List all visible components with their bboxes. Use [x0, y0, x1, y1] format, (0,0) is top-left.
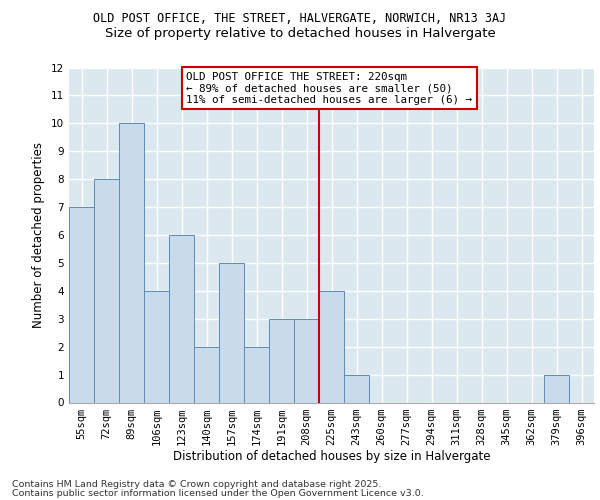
X-axis label: Distribution of detached houses by size in Halvergate: Distribution of detached houses by size … — [173, 450, 490, 464]
Bar — [244, 346, 269, 403]
Text: Contains public sector information licensed under the Open Government Licence v3: Contains public sector information licen… — [12, 488, 424, 498]
Bar — [144, 291, 169, 403]
Bar — [319, 291, 344, 403]
Y-axis label: Number of detached properties: Number of detached properties — [32, 142, 46, 328]
Bar — [94, 179, 119, 402]
Bar — [344, 374, 369, 402]
Bar — [119, 124, 144, 402]
Text: Size of property relative to detached houses in Halvergate: Size of property relative to detached ho… — [104, 28, 496, 40]
Bar — [69, 207, 94, 402]
Text: OLD POST OFFICE, THE STREET, HALVERGATE, NORWICH, NR13 3AJ: OLD POST OFFICE, THE STREET, HALVERGATE,… — [94, 12, 506, 26]
Bar — [294, 319, 319, 402]
Bar — [169, 235, 194, 402]
Text: OLD POST OFFICE THE STREET: 220sqm
← 89% of detached houses are smaller (50)
11%: OLD POST OFFICE THE STREET: 220sqm ← 89%… — [187, 72, 473, 105]
Bar — [219, 263, 244, 402]
Bar — [269, 319, 294, 402]
Bar — [194, 346, 219, 403]
Text: Contains HM Land Registry data © Crown copyright and database right 2025.: Contains HM Land Registry data © Crown c… — [12, 480, 382, 489]
Bar — [544, 374, 569, 402]
